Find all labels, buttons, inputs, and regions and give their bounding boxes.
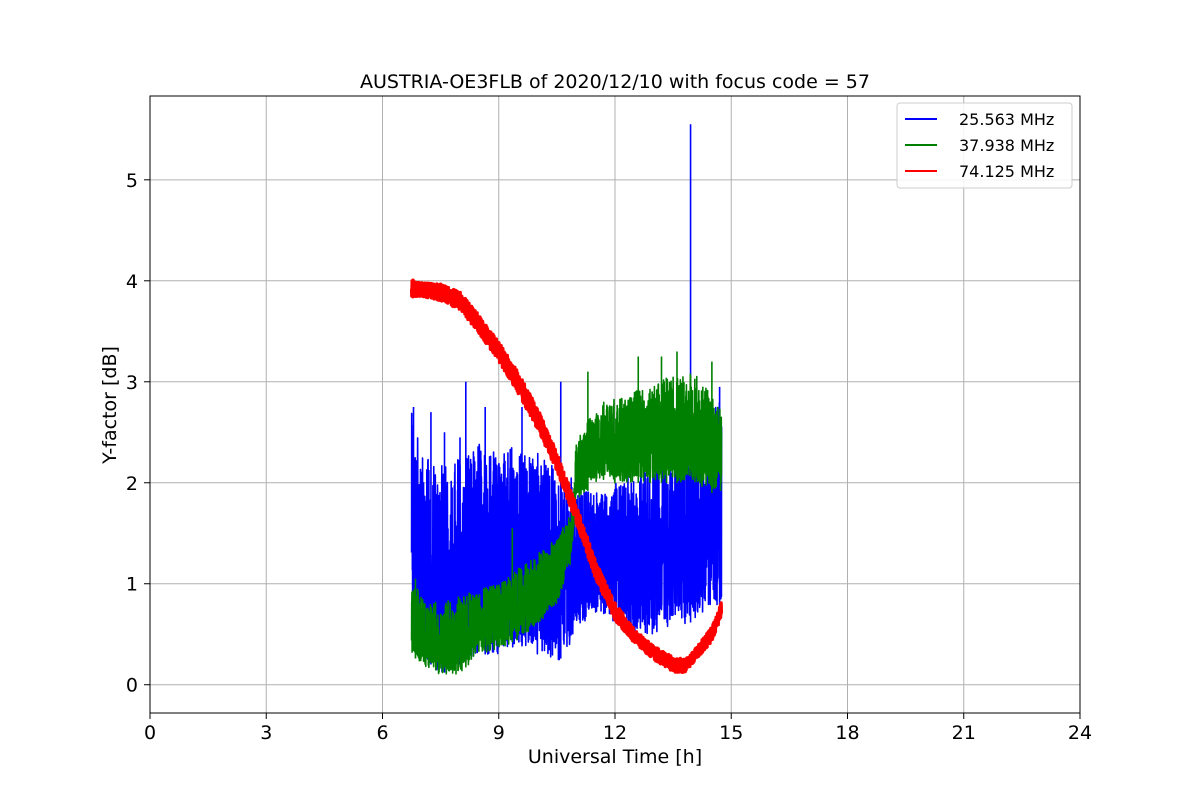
chart-title: AUSTRIA-OE3FLB of 2020/12/10 with focus … — [360, 71, 870, 93]
y-tick-label: 5 — [126, 170, 138, 192]
y-axis: 0 1 2 3 4 5 — [126, 170, 150, 697]
y-tick-label: 0 — [126, 675, 138, 697]
x-tick-label: 3 — [260, 722, 272, 744]
x-tick-label: 21 — [952, 722, 976, 744]
x-tick-label: 18 — [835, 722, 859, 744]
legend-label: 74.125 MHz — [959, 162, 1054, 181]
x-tick-label: 0 — [144, 722, 156, 744]
legend-label: 25.563 MHz — [959, 110, 1054, 129]
y-tick-label: 2 — [126, 473, 138, 495]
legend: 25.563 MHz 37.938 MHz 74.125 MHz — [896, 102, 1073, 189]
legend-box — [896, 102, 1073, 189]
legend-label: 37.938 MHz — [959, 136, 1054, 155]
y-tick-label: 1 — [126, 574, 138, 596]
x-tick-label: 12 — [603, 722, 627, 744]
x-tick-label: 6 — [376, 722, 388, 744]
y-tick-label: 4 — [126, 271, 138, 293]
series-layer — [409, 124, 724, 675]
x-axis-title: Universal Time [h] — [528, 746, 702, 768]
y-axis-title: Y-factor [dB] — [99, 346, 121, 465]
y-tick-label: 3 — [126, 372, 138, 394]
series-line-3 — [409, 278, 724, 674]
series-line-2 — [410, 351, 723, 675]
x-tick-label: 15 — [719, 722, 743, 744]
x-axis: 0 3 6 9 12 15 18 21 24 — [144, 713, 1092, 744]
x-tick-label: 9 — [493, 722, 505, 744]
x-tick-label: 24 — [1068, 722, 1092, 744]
